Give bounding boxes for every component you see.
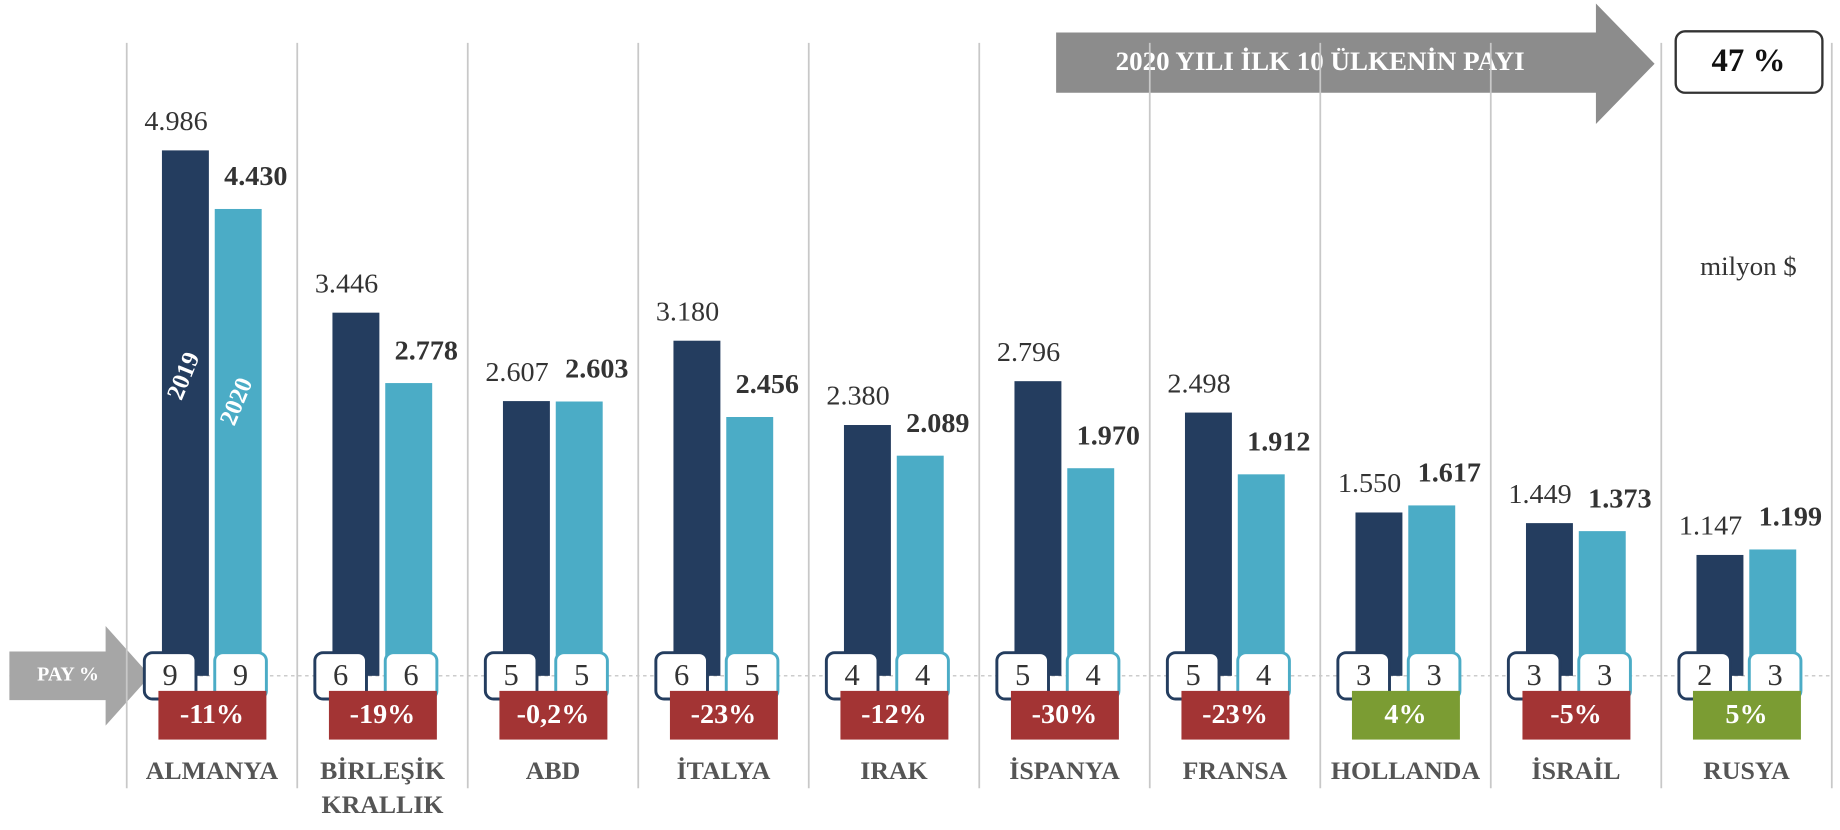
category-label: FRANSA xyxy=(1183,756,1288,785)
value-label: 2.778 xyxy=(395,335,458,366)
bar xyxy=(843,425,891,676)
value-label: 1.550 xyxy=(1338,468,1401,499)
value-label: 2.607 xyxy=(485,357,548,388)
share-value: 3 xyxy=(1356,658,1371,692)
bar xyxy=(896,455,944,676)
change-box xyxy=(840,690,949,740)
change-box xyxy=(1692,690,1801,740)
change-label: 4% xyxy=(1384,699,1426,730)
bar xyxy=(1184,412,1232,676)
change-box xyxy=(158,690,267,740)
bar xyxy=(1525,523,1573,676)
share-value: 6 xyxy=(674,658,689,692)
change-label: -19% xyxy=(350,699,416,730)
value-label: 1.449 xyxy=(1508,479,1571,510)
value-label: 1.970 xyxy=(1077,421,1140,452)
change-label: -11% xyxy=(180,699,244,730)
share-value: 9 xyxy=(233,658,248,692)
bar xyxy=(214,208,262,676)
unit-label: milyon $ xyxy=(1700,251,1797,281)
category-label: ABD xyxy=(526,756,581,785)
change-label: -12% xyxy=(861,699,927,730)
share-value: 5 xyxy=(504,658,519,692)
value-label: 1.617 xyxy=(1418,458,1481,489)
category-label: İTALYA xyxy=(677,756,771,785)
annotation-arrow xyxy=(1056,3,1655,125)
bar xyxy=(332,312,380,676)
change-label: -23% xyxy=(691,699,757,730)
share-value: 4 xyxy=(845,658,860,692)
category-label: RUSYA xyxy=(1703,756,1790,785)
bar xyxy=(555,401,603,676)
value-label: 2.380 xyxy=(826,381,889,412)
value-label: 2.498 xyxy=(1167,368,1230,399)
category-label: HOLLANDA xyxy=(1331,756,1481,785)
bar xyxy=(1014,381,1062,676)
value-label: 4.430 xyxy=(224,161,287,192)
share-value: 4 xyxy=(1085,658,1100,692)
change-box xyxy=(328,690,437,740)
share-value: 6 xyxy=(333,658,348,692)
share-value: 5 xyxy=(1186,658,1201,692)
change-label: -30% xyxy=(1032,699,1098,730)
bar xyxy=(1408,505,1456,676)
bar xyxy=(161,150,209,676)
change-box xyxy=(1522,690,1631,740)
bar xyxy=(1067,468,1115,676)
annotation-value: 47 % xyxy=(1712,43,1786,79)
share-value: 3 xyxy=(1426,658,1441,692)
share-value: 5 xyxy=(574,658,589,692)
share-value: 6 xyxy=(403,658,418,692)
change-label: -0,2% xyxy=(517,699,590,730)
value-label: 1.147 xyxy=(1679,511,1742,542)
category-label: IRAK xyxy=(860,756,927,785)
value-label: 2.089 xyxy=(906,408,969,439)
value-label: 4.986 xyxy=(144,106,207,137)
bar xyxy=(1237,474,1285,676)
value-label: 2.603 xyxy=(565,354,628,385)
change-label: -23% xyxy=(1202,699,1268,730)
share-value: 9 xyxy=(163,658,178,692)
category-label: BİRLEŞİK KRALLIK xyxy=(320,756,445,818)
share-value: 3 xyxy=(1767,658,1782,692)
change-box xyxy=(499,690,608,740)
share-value: 5 xyxy=(744,658,759,692)
bar xyxy=(673,340,721,676)
category-label: İSPANYA xyxy=(1009,756,1120,785)
value-label: 1.373 xyxy=(1588,484,1651,515)
share-label: PAY % xyxy=(37,663,99,685)
bar xyxy=(726,417,774,676)
value-label: 1.199 xyxy=(1759,502,1822,533)
share-value: 5 xyxy=(1015,658,1030,692)
change-label: -5% xyxy=(1550,699,1602,730)
value-label: 2.456 xyxy=(736,369,799,400)
change-box xyxy=(669,690,778,740)
share-value: 3 xyxy=(1597,658,1612,692)
share-value: 4 xyxy=(915,658,930,692)
value-label: 3.446 xyxy=(315,269,378,300)
bar xyxy=(1355,512,1403,676)
bar xyxy=(385,383,433,676)
value-label: 3.180 xyxy=(656,297,719,328)
share-value: 4 xyxy=(1256,658,1271,692)
annotation-box xyxy=(1674,30,1824,94)
change-box xyxy=(1010,690,1119,740)
share-arrow xyxy=(9,625,151,726)
category-label: İSRAİL xyxy=(1532,756,1621,785)
category-label: ALMANYA xyxy=(146,756,279,785)
change-box xyxy=(1351,690,1460,740)
change-label: 5% xyxy=(1725,699,1767,730)
change-box xyxy=(1181,690,1290,740)
bar xyxy=(502,401,550,676)
share-value: 3 xyxy=(1527,658,1542,692)
value-label: 2.796 xyxy=(997,337,1060,368)
share-value: 2 xyxy=(1697,658,1712,692)
value-label: 1.912 xyxy=(1247,427,1310,458)
